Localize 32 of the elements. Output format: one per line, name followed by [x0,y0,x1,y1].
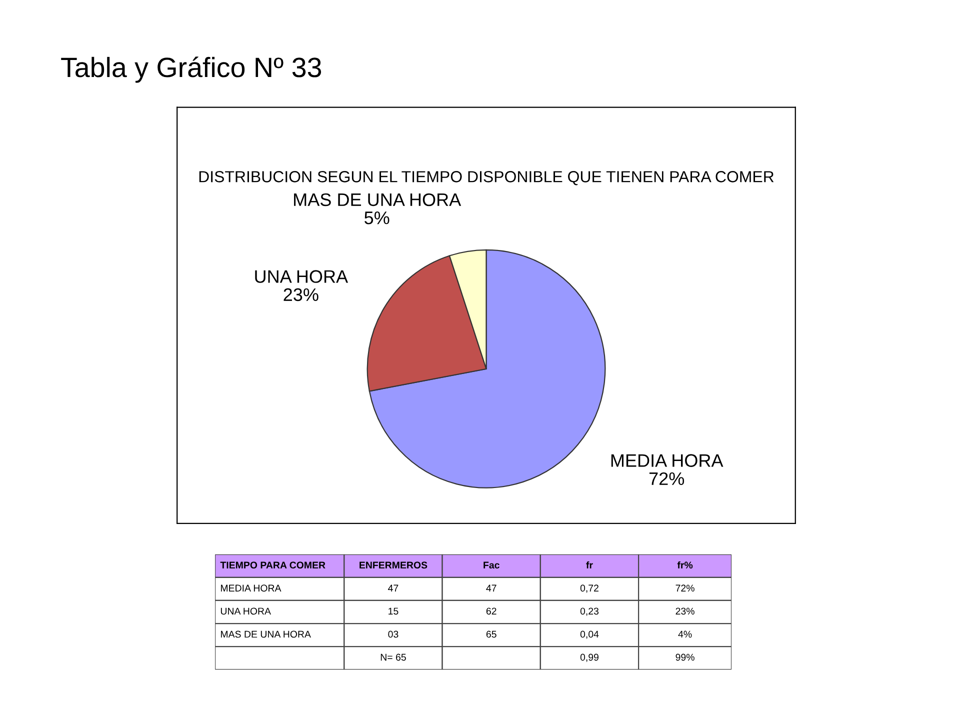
text: 62 [486,608,496,615]
text: 99% [676,654,694,661]
text: MEDIA HORA [221,584,282,592]
text: 65 [486,630,496,638]
text: 23% [676,608,694,615]
text: Tabla y Gráfico Nº 33 [61,56,322,83]
text: 72% [676,584,694,592]
text: 0,04 [580,630,599,639]
pie-slice [368,249,606,488]
text: fr% [677,561,693,569]
text: ENFERMEROS [360,562,428,569]
text: 15 [388,608,398,615]
text: N= 65 [380,654,406,661]
data-label: 72% [649,472,684,486]
text: 0,23 [580,608,599,616]
text: 0,72 [580,584,598,593]
data-label: 23% [284,288,318,302]
slice-label: UNA HORA [255,270,348,283]
slice-label: MEDIA HORA [611,454,724,467]
text: 47 [486,584,496,592]
text: TIEMPO PARA COMER [220,562,326,569]
slice-label: MAS DE UNA HORA [294,193,462,206]
text: 03 [388,630,398,638]
text: fr [586,561,593,568]
text: 0,99 [580,654,598,662]
text: UNA HORA [220,608,271,615]
text: 4% [678,630,692,638]
text: MAS DE UNA HORA [221,630,311,638]
text: Fac [484,562,500,569]
data-label: 5% [364,212,390,224]
text: 47 [388,584,398,592]
chart-title: DISTRIBUCION SEGUN EL TIEMPO DISPONIBLE QUE TIENEN PARA COMER [199,171,774,186]
